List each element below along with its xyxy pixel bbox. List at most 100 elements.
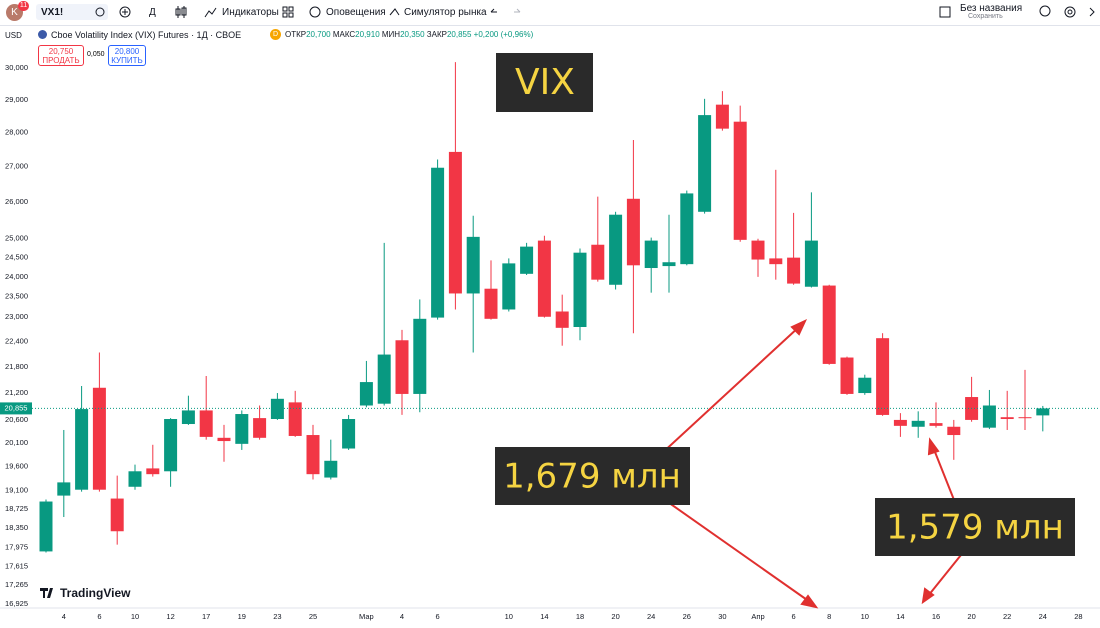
y-tick-label: 22,400 bbox=[5, 336, 28, 345]
x-tick-label: Мар bbox=[359, 612, 374, 621]
candle-body bbox=[484, 288, 498, 319]
x-tick-label: 20 bbox=[967, 612, 975, 621]
sell-label: ПРОДАТЬ bbox=[42, 56, 80, 65]
candle-body bbox=[253, 418, 267, 438]
candle-body bbox=[342, 419, 356, 449]
candle-body bbox=[306, 435, 320, 475]
x-tick-label: 26 bbox=[683, 612, 691, 621]
y-tick-label: 23,000 bbox=[5, 312, 28, 321]
x-tick-label: 6 bbox=[792, 612, 796, 621]
alerts[interactable]: Оповещения bbox=[326, 7, 386, 18]
last-price-box bbox=[0, 402, 32, 415]
toolbar-icons bbox=[95, 5, 1095, 18]
spread: 0,050 bbox=[87, 51, 105, 58]
candle-body bbox=[751, 240, 765, 260]
close-label: ЗАКР bbox=[426, 30, 447, 39]
info-line: USD Cboe Volatility Index (VIX) Futures … bbox=[0, 26, 1100, 44]
y-tick-label: 24,500 bbox=[5, 253, 28, 262]
candle-body bbox=[57, 482, 71, 496]
x-tick-label: 6 bbox=[436, 612, 440, 621]
candle-body bbox=[324, 460, 338, 478]
x-tick-label: 22 bbox=[1003, 612, 1011, 621]
brand-name: TradingView bbox=[60, 586, 131, 600]
y-tick-label: 17,615 bbox=[5, 561, 28, 570]
candle-body bbox=[876, 338, 890, 415]
badge: 11 bbox=[18, 1, 29, 11]
candle-body bbox=[431, 167, 445, 318]
candle-body bbox=[217, 437, 231, 442]
candle-body bbox=[893, 419, 907, 426]
y-tick-label: 19,600 bbox=[5, 461, 28, 470]
candle-body bbox=[787, 257, 801, 284]
y-tick-label: 26,000 bbox=[5, 197, 28, 206]
x-tick-label: 18 bbox=[576, 612, 584, 621]
high-label: МАКС bbox=[332, 30, 356, 39]
change: +0,200 (+0,96%) bbox=[473, 30, 534, 39]
candle-body bbox=[39, 501, 53, 552]
buy-price: 20,800 bbox=[114, 47, 140, 56]
y-tick-label: 18,350 bbox=[5, 523, 28, 532]
candle-body bbox=[110, 498, 124, 532]
candle-body bbox=[520, 246, 534, 274]
annotation-box bbox=[875, 498, 1075, 556]
candle-body bbox=[288, 402, 302, 436]
candle-body bbox=[555, 311, 569, 328]
candle-body bbox=[92, 387, 106, 490]
simulator[interactable]: Симулятор рынка bbox=[404, 7, 487, 18]
candle-body bbox=[982, 405, 996, 428]
x-tick-label: 16 bbox=[932, 612, 940, 621]
save[interactable]: Сохранить bbox=[968, 13, 1003, 20]
y-tick-label: 17,975 bbox=[5, 542, 28, 551]
y-tick-label: 21,800 bbox=[5, 362, 28, 371]
last-price-label: 20,855 bbox=[5, 403, 28, 412]
y-tick-label: 24,000 bbox=[5, 272, 28, 281]
x-tick-label: 12 bbox=[166, 612, 174, 621]
currency[interactable]: USD bbox=[5, 31, 22, 40]
low-label: МИН bbox=[381, 30, 401, 39]
interval[interactable]: Д bbox=[149, 7, 156, 18]
candle-body bbox=[502, 263, 516, 310]
candle-body bbox=[235, 414, 249, 444]
x-tick-label: 28 bbox=[1074, 612, 1082, 621]
candle-body bbox=[270, 398, 284, 420]
candle-body bbox=[822, 285, 836, 364]
sell-button[interactable]: 20,750 ПРОДАТЬ bbox=[38, 45, 84, 66]
x-tick-label: 24 bbox=[647, 612, 655, 621]
indicators[interactable]: Индикаторы bbox=[222, 7, 279, 18]
candle-body bbox=[626, 198, 640, 266]
candle-body bbox=[929, 423, 943, 426]
candle-body bbox=[840, 357, 854, 394]
candle-body bbox=[858, 377, 872, 394]
x-tick-label: 25 bbox=[309, 612, 317, 621]
x-tick-label: 8 bbox=[827, 612, 831, 621]
candle-body bbox=[662, 262, 676, 267]
x-tick-label: 10 bbox=[861, 612, 869, 621]
open: 20,700 bbox=[306, 30, 331, 39]
candle-body bbox=[537, 240, 551, 317]
symbol[interactable]: VX1! bbox=[41, 7, 64, 18]
candle-body bbox=[466, 236, 480, 294]
candle-body bbox=[644, 240, 658, 269]
x-tick-label: 4 bbox=[62, 612, 66, 621]
annotation-box bbox=[496, 53, 593, 112]
annotation: 1,579 млн bbox=[886, 508, 1064, 548]
buy-label: КУПИТЬ bbox=[111, 56, 143, 65]
y-tick-label: 19,100 bbox=[5, 486, 28, 495]
candle-body bbox=[911, 420, 925, 427]
y-tick-label: 30,000 bbox=[5, 63, 28, 72]
y-tick-label: 20,600 bbox=[5, 415, 28, 424]
layout-name[interactable]: Без названия bbox=[960, 3, 1023, 14]
candle-body bbox=[769, 258, 783, 265]
buy-button[interactable]: 20,800 КУПИТЬ bbox=[108, 45, 146, 66]
candle-body bbox=[1036, 408, 1050, 416]
candle-body bbox=[609, 214, 623, 285]
candle-body bbox=[804, 240, 818, 287]
annotation: 1,679 млн bbox=[503, 457, 681, 497]
sell-price: 20,750 bbox=[48, 47, 74, 56]
candle-body bbox=[573, 252, 587, 328]
low: 20,350 bbox=[400, 30, 425, 39]
candle-body bbox=[199, 410, 213, 437]
candle-body bbox=[698, 115, 712, 212]
